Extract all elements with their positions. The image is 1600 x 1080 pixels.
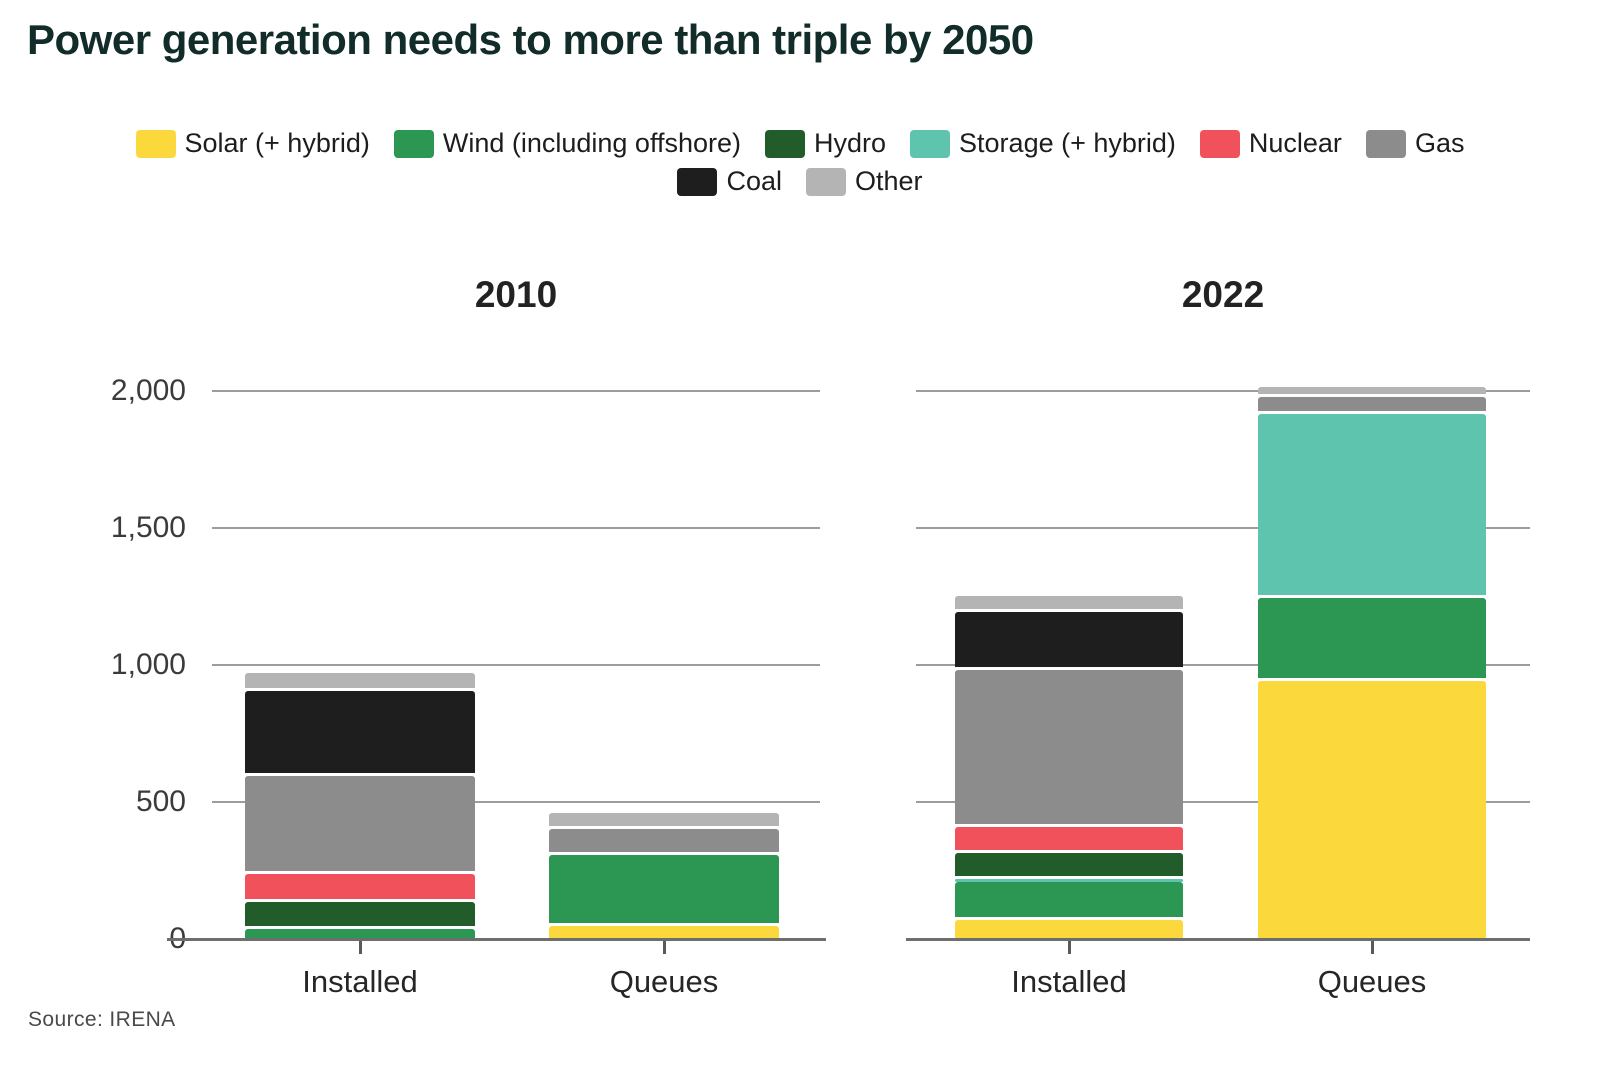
gridline-2000 <box>916 390 1530 392</box>
legend-label-storage: Storage (+ hybrid) <box>959 128 1176 158</box>
bar-segment-storage <box>955 879 1183 883</box>
bar-segment-solar <box>955 920 1183 940</box>
bar-segment-gas <box>549 829 779 856</box>
bar-segment-solar <box>1258 681 1486 940</box>
legend: Solar (+ hybrid) Wind (including offshore… <box>0 128 1600 197</box>
legend-label-nuclear: Nuclear <box>1248 128 1342 158</box>
legend-item-storage: Storage (+ hybrid) <box>910 128 1176 159</box>
legend-item-wind: Wind (including offshore) <box>393 128 741 159</box>
bar-segment-other <box>1258 386 1486 398</box>
x-label-queues: Queues <box>609 964 719 999</box>
bar-segment-nuclear <box>245 874 475 902</box>
bar-segment-gas <box>955 670 1183 828</box>
bar-segment-storage <box>1258 413 1486 598</box>
bar-segment-nuclear <box>955 827 1183 854</box>
bar-segment-gas <box>1258 397 1486 414</box>
bar-segment-hydro <box>955 853 1183 880</box>
legend-label-solar: Solar (+ hybrid) <box>184 128 370 158</box>
y-tick-label-500: 500 <box>135 785 186 818</box>
bar-segment-other <box>549 812 779 830</box>
gridline-1000 <box>916 664 1530 666</box>
gridline-2000 <box>212 390 820 392</box>
legend-item-gas: Gas <box>1365 128 1465 159</box>
gridline-1500 <box>916 527 1530 529</box>
x-tick-installed <box>359 941 362 954</box>
x-tick-installed <box>1068 941 1071 954</box>
x-label-queues: Queues <box>1317 964 1427 999</box>
bar-segment-coal <box>955 612 1183 671</box>
bar-segment-wind <box>955 882 1183 920</box>
bar-segment-hydro <box>245 901 475 930</box>
legend-label-other: Other <box>855 166 923 196</box>
gridline-500 <box>212 801 820 803</box>
gridline-500 <box>916 801 1530 803</box>
legend-swatch-hydro-icon <box>765 129 805 158</box>
legend-swatch-coal-icon <box>677 167 718 196</box>
subplot-title-2010: 2010 <box>474 274 558 315</box>
legend-item-solar: Solar (+ hybrid) <box>135 128 370 159</box>
gridline-1000 <box>212 664 820 666</box>
y-tick-label-1000: 1,000 <box>110 648 186 681</box>
bar-segment-coal <box>245 690 475 776</box>
bar-segment-other <box>955 596 1183 613</box>
y-tick-label-2000: 2,000 <box>110 374 186 407</box>
legend-label-wind: Wind (including offshore) <box>442 128 741 158</box>
x-tick-queues <box>663 941 666 954</box>
bar-segment-wind <box>1258 597 1486 682</box>
page-title: Power generation needs to more than trip… <box>27 16 1034 63</box>
y-tick-label-1500: 1,500 <box>110 511 186 544</box>
x-axis-line <box>167 938 826 941</box>
legend-item-hydro: Hydro <box>765 128 886 159</box>
legend-label-coal: Coal <box>726 166 782 196</box>
legend-row-1: Solar (+ hybrid) Wind (including offshore… <box>135 128 1465 159</box>
gridline-1500 <box>212 527 820 529</box>
legend-swatch-storage-icon <box>910 129 951 158</box>
legend-row-2: Coal Other <box>677 166 923 197</box>
legend-swatch-other-icon <box>806 167 846 196</box>
x-label-installed: Installed <box>1011 964 1127 999</box>
bar-segment-wind <box>549 855 779 927</box>
subplot-2022: 2022 Installed Queues <box>906 274 1530 999</box>
bar-segment-other <box>245 672 475 691</box>
legend-item-nuclear: Nuclear <box>1199 128 1342 159</box>
x-label-installed: Installed <box>302 964 418 999</box>
legend-swatch-solar-icon <box>135 129 176 158</box>
bar-segment-wind <box>245 929 475 940</box>
legend-swatch-gas-icon <box>1365 129 1406 158</box>
legend-label-hydro: Hydro <box>814 128 887 158</box>
source-note: Source: IRENA <box>28 1008 176 1031</box>
legend-swatch-nuclear-icon <box>1199 129 1240 158</box>
x-axis-line <box>906 938 1530 941</box>
legend-swatch-wind-icon <box>393 129 434 158</box>
legend-item-other: Other <box>806 166 923 197</box>
subplot-title-2022: 2022 <box>1181 274 1265 315</box>
legend-label-gas: Gas <box>1414 128 1465 158</box>
bar-segment-gas <box>245 775 475 875</box>
bar-segment-solar <box>549 926 779 940</box>
legend-item-coal: Coal <box>677 166 782 197</box>
x-tick-queues <box>1371 941 1374 954</box>
